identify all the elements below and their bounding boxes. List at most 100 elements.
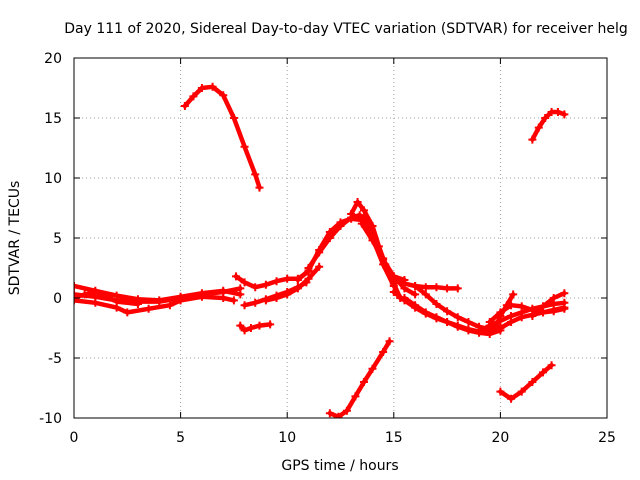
data-point [325,234,334,242]
series-line [493,292,516,328]
data-point [464,326,473,335]
data-point [219,294,228,302]
data-point [180,102,189,110]
data-point [509,290,518,299]
data-point [453,313,462,322]
data-point [411,301,420,310]
y-axis-label: SDTVAR / TECUs [7,181,23,296]
data-point [272,277,281,286]
series-line [530,290,567,319]
series-track-12 [347,198,409,284]
series-line [306,212,403,301]
x-tick-label: 0 [70,430,79,446]
data-point [144,304,153,313]
data-point [517,313,526,322]
data-point [368,364,377,373]
data-point [240,301,249,310]
y-tick-label: -5 [48,351,62,367]
data-point [197,292,206,301]
data-point [236,321,245,330]
data-point [368,236,377,245]
data-point [176,296,185,305]
data-point [475,327,484,336]
data-point [293,284,302,293]
data-point [560,304,569,313]
data-point [379,348,388,356]
data-point [443,318,452,326]
data-point [534,123,543,132]
data-point [385,337,394,346]
data-point [560,289,569,298]
series-line [402,295,503,337]
data-point [155,296,164,305]
data-point [240,326,249,335]
data-point [443,284,452,293]
data-point [246,324,255,332]
data-point [421,290,430,299]
data-point [492,321,501,330]
series-line [182,84,262,190]
data-point [389,276,398,284]
data-point [379,255,388,264]
tick-layer: 0 5 10 15 20 25 -10 -5 0 5 10 15 20 [39,51,616,446]
data-point [336,222,345,230]
data-point [255,321,264,330]
x-tick-label: 20 [491,430,509,446]
y-tick-label: -10 [39,411,62,427]
data-point [80,290,89,299]
data-point [411,282,420,290]
y-tick-label: 0 [53,291,62,307]
data-point [266,320,275,329]
data-point [236,290,245,299]
series-track-11 [304,211,405,302]
data-point [74,296,78,305]
data-point [539,368,548,377]
series-track-21 [492,290,518,330]
data-point [293,276,302,284]
data-point [261,280,270,289]
data-point [353,198,362,206]
data-point [208,82,217,91]
series-line [530,109,567,142]
data-point [411,290,420,299]
data-point [400,279,409,288]
chart-title: Day 111 of 2020, Sidereal Day-to-day VTE… [64,21,627,37]
data-point [351,392,360,401]
data-point [240,142,249,151]
data-point [528,135,537,144]
data-point [74,282,78,290]
data-point [496,387,505,396]
data-point [453,284,462,293]
data-point [539,302,548,311]
series-track-5 [180,82,264,192]
data-point [342,406,351,415]
data-point [315,262,324,271]
y-tick-label: 20 [44,51,62,67]
data-point [421,283,430,292]
data-point [507,394,516,403]
x-axis-label: GPS time / hours [281,458,398,474]
series-layer [74,82,569,418]
data-point [517,387,526,396]
data-point [112,297,121,306]
data-point [304,264,313,272]
data-point [315,248,324,257]
data-point [549,294,558,302]
data-point [432,313,441,322]
data-point [547,361,556,370]
data-point [464,318,473,326]
data-point [355,211,364,220]
data-point [232,272,241,281]
series-line [498,362,554,402]
data-point [389,288,398,296]
x-tick-label: 10 [278,430,296,446]
data-point [74,290,78,299]
series-track-25 [528,108,569,144]
data-point [91,298,100,307]
data-point [251,283,260,292]
data-point [251,298,260,307]
data-point [304,274,313,283]
x-tick-label: 5 [176,430,185,446]
